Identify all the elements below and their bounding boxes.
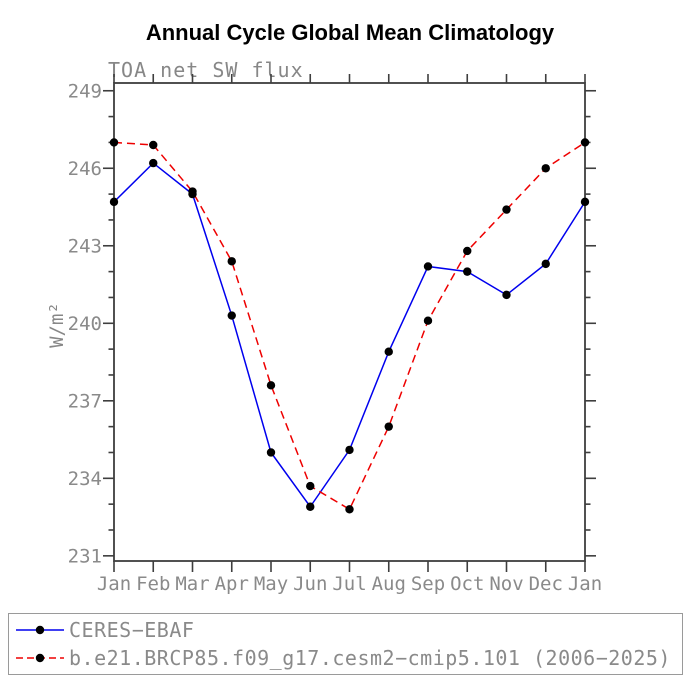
x-tick-label: Feb [136,573,170,595]
y-tick-label: 231 [68,545,102,567]
legend-entry-ceres-ebaf: CERES−EBAF [15,616,682,644]
legend-entry-cesm2: b.e21.BRCP85.f09_g17.cesm2−cmip5.101 (20… [15,644,682,672]
data-point [541,259,550,269]
data-point [227,311,236,320]
legend-box: CERES−EBAF b.e21.BRCP85.f09_g17.cesm2−cm… [8,613,683,675]
legend-label-cesm2: b.e21.BRCP85.f09_g17.cesm2−cmip5.101 (20… [69,646,671,670]
plot-frame [113,82,586,562]
data-point [306,481,315,491]
x-tick-label: Aug [372,573,406,595]
data-point [502,205,511,214]
x-tick-label: Jun [293,573,327,595]
plot-area: Jan Feb Mar Apr May Jun Jul Aug Sep Oct Nov Dec Jan2… [68,74,602,595]
data-point [423,262,433,271]
data-point [541,164,550,173]
data-point [463,267,472,276]
y-tick-label: 240 [68,313,102,335]
data-point [109,138,119,147]
data-point [580,138,590,147]
data-point [580,197,590,207]
data-point [266,381,276,390]
data-point [502,290,511,300]
legend-line-swatch-solid [16,625,64,635]
data-point [306,502,315,511]
legend-label-ceres-ebaf: CERES−EBAF [69,618,195,642]
data-point [384,347,393,356]
data-point [149,140,158,150]
data-point [188,187,197,196]
x-tick-label: Mar [175,573,209,595]
legend-marker-dot [35,653,45,663]
data-point [149,158,158,168]
chart-title: Annual Cycle Global Mean Climatology [145,20,555,45]
x-tick-label: Dec [529,573,563,595]
legend-marker-dot [35,625,45,635]
data-point [227,257,236,266]
x-tick-label: Jan [97,573,131,595]
x-tick-label: Sep [411,573,445,595]
y-tick-label: 246 [68,158,102,180]
data-point [109,197,119,207]
x-tick-label: Apr [215,573,249,595]
x-tick-label: Oct [450,573,484,595]
series-line-0 [113,162,586,509]
data-point [423,316,433,325]
series-line-1 [113,141,586,511]
data-point [345,505,354,514]
x-tick-label: Nov [489,573,523,595]
y-tick-label: 237 [68,390,102,412]
data-point [266,448,276,457]
y-tick-label: 243 [68,235,102,257]
y-tick-label: 234 [68,468,102,490]
x-tick-label: Jan [568,573,602,595]
y-tick-label: 249 [68,80,102,102]
x-tick-label: May [254,573,288,595]
data-point [345,445,354,455]
chart-subtitle: TOA net SW flux [108,58,304,82]
x-tick-label: Jul [332,573,366,595]
legend-line-swatch-dashed [16,653,64,663]
data-point [384,422,393,431]
data-point [463,246,472,256]
